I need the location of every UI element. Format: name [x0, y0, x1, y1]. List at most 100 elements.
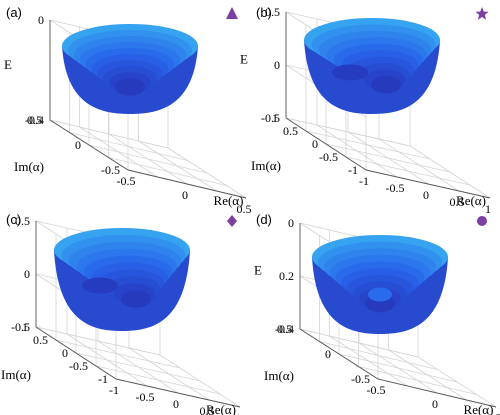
z-axis-label: E [240, 52, 248, 67]
y-axis-label: Im(α) [14, 159, 44, 174]
grid-line [88, 144, 208, 174]
grid-line [388, 349, 467, 401]
grid-line [167, 147, 247, 199]
panel-label: (c) [6, 212, 21, 227]
z-tick-label: 0 [24, 267, 30, 281]
z-tick-label: 0.2 [279, 269, 294, 283]
surface-band [371, 75, 401, 94]
y-axis-label: Im(α) [1, 367, 31, 382]
surface-plot-c: 0.50-0.510.50-0.5-1-1-0.500.51EIm(α)Re(α… [1, 212, 241, 415]
x-axis-line [127, 169, 247, 199]
grid-line [128, 347, 210, 401]
x-tick-label: -0.5 [136, 390, 155, 404]
z-axis-label: E [4, 57, 12, 72]
y-tick-label: -0.5 [319, 150, 338, 164]
z-tick-label: 0 [274, 58, 280, 72]
y-tick-label: -1 [348, 163, 358, 177]
surface-band [115, 78, 145, 96]
x-axis-line [377, 378, 497, 408]
y-tick-label: -0.5 [351, 372, 370, 386]
z-tick-label: -0.5 [261, 111, 280, 125]
x-tick-label: 0.5 [200, 404, 215, 415]
x-tick-label: 0 [432, 397, 438, 411]
grid-line [305, 130, 431, 160]
marker-star-b [475, 7, 489, 20]
z-axis-label: E [254, 263, 262, 278]
y-tick-label: -0.5 [69, 359, 88, 373]
grid-line [35, 326, 161, 356]
marker-triangle-a [226, 7, 238, 19]
y-tick-label: 0 [75, 138, 81, 152]
z-tick-label: -0.4 [275, 322, 294, 336]
surface-well [82, 277, 118, 294]
y-tick-label: 0.5 [283, 124, 298, 138]
x-axis-label: Re(α) [214, 193, 244, 208]
panel-label: (a) [6, 5, 22, 20]
x-tick-label: 0.5 [487, 411, 500, 415]
surface-bump [368, 287, 392, 302]
grid-line [319, 341, 438, 370]
y-tick-label: 0 [62, 346, 68, 360]
y-tick-label: 0.5 [277, 322, 292, 336]
y-axis-line [285, 117, 367, 171]
y-tick-label: -1 [98, 372, 108, 386]
panel-label: (b) [256, 5, 272, 20]
marker-circle-d [477, 216, 487, 226]
x-tick-label: 1 [485, 202, 491, 216]
grid-line [299, 328, 419, 358]
grid-line [55, 339, 181, 369]
y-tick-label: 0 [312, 137, 318, 151]
grid-line [69, 132, 188, 161]
y-tick-label: -0.5 [101, 163, 120, 177]
x-tick-label: 0 [173, 397, 179, 411]
x-tick-label: -0.5 [386, 181, 405, 195]
grid-line [338, 353, 458, 383]
surface [312, 235, 448, 334]
x-axis-label: Re(α) [456, 193, 486, 208]
x-axis-label: Re(α) [464, 402, 494, 415]
y-tick-label: 0.5 [33, 333, 48, 347]
grid-line [417, 356, 497, 408]
grid-line [138, 140, 217, 192]
grid-line [159, 354, 241, 408]
x-tick-label: -1 [109, 383, 119, 397]
x-tick-label: 0 [423, 188, 429, 202]
y-tick-label: 0 [325, 347, 331, 361]
z-tick-label: 0.5 [15, 214, 30, 228]
y-axis-line [35, 326, 117, 380]
z-tick-label: 0 [38, 13, 44, 27]
y-axis-line [299, 328, 379, 380]
grid-line [75, 352, 201, 382]
x-axis-line [115, 378, 241, 408]
grid-line [285, 117, 411, 147]
marker-diamond-c [227, 215, 237, 227]
surface-well [332, 64, 368, 81]
z-tick-label: 0 [288, 216, 294, 230]
panel-a: 0 -0.4 0.5 0 -0.5 -0.5 0 0.5 E Im(α) Re(α) (a) [0, 0, 251, 216]
x-tick-label: -0.5 [367, 383, 386, 397]
y-axis-label: Im(α) [264, 368, 294, 383]
x-axis-label: Re(α) [206, 402, 236, 415]
grid-line [325, 143, 451, 173]
surface-plot-b: 0.50-0.510.50-0.5-1-1 -0.5 0 0.5 1EIm(α)Re(α… [240, 5, 491, 216]
panel-b: 0.5 0 -0.5 1 0.5 0 -0.5 -1 -1 -0.5 0 0.5 1 E Im(α) Re(α… [240, 0, 500, 216]
x-tick-label: 0.5 [237, 202, 252, 216]
x-tick-label: 0 [182, 188, 188, 202]
y-tick-label: 1 [22, 320, 28, 334]
z-tick-label: -0.4 [25, 113, 44, 127]
y-axis-label: Im(α) [251, 158, 281, 173]
x-tick-label: -1 [359, 174, 369, 188]
grid-line [378, 138, 460, 192]
x-tick-label: 1 [235, 411, 241, 415]
z-tick-label: -0.5 [11, 320, 30, 334]
panel-c: 0.50-0.510.50-0.5-1-1-0.500.51EIm(α)Re(α… [0, 207, 250, 415]
y-tick-label: 0.5 [27, 113, 42, 127]
panel-label: (d) [256, 212, 272, 227]
y-axis-line [49, 119, 129, 171]
x-tick-label: 0.5 [450, 195, 465, 209]
x-tick-label: -0.5 [117, 174, 136, 188]
grid-line [49, 119, 169, 149]
